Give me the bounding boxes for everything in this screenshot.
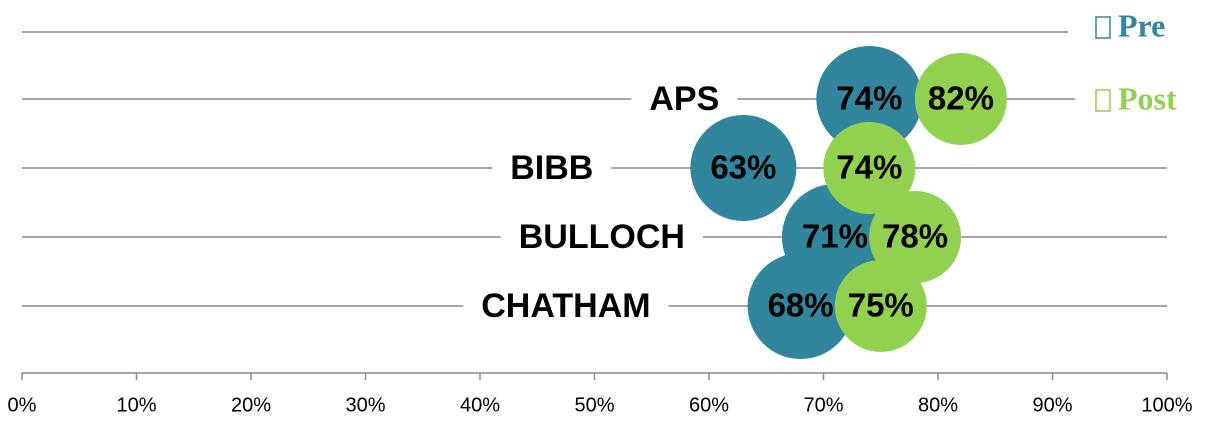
x-tick-label: 40%	[460, 394, 500, 416]
labels: APS BIBB BULLOCH CHATHAM	[463, 79, 738, 325]
category-label: CHATHAM	[481, 287, 650, 325]
x-tick-label: 80%	[918, 394, 958, 416]
label-background	[492, 148, 612, 187]
category-label: BULLOCH	[519, 218, 685, 256]
data-label: 74%	[836, 149, 902, 186]
x-tick-label: 20%	[231, 394, 271, 416]
category-label: BIBB	[510, 149, 593, 187]
x-tick-label: 70%	[803, 394, 843, 416]
bubbles	[690, 46, 1007, 359]
x-tick-label: 60%	[689, 394, 729, 416]
x-tick-label: 30%	[345, 394, 385, 416]
x-tick-label: 90%	[1032, 394, 1072, 416]
bubble	[834, 260, 927, 352]
bubble	[823, 122, 916, 214]
label-background	[500, 217, 703, 256]
label-background	[463, 286, 669, 325]
data-label: 82%	[928, 80, 994, 117]
bubble	[914, 53, 1007, 145]
legend-symbol	[1095, 16, 1111, 39]
grid	[22, 98, 1167, 307]
x-tick-label: 10%	[116, 394, 156, 416]
data-labels: 74% 63% 71% 68% 82% 74% 78% 75%	[710, 80, 994, 324]
legend-label: Post	[1118, 80, 1177, 116]
bubble	[816, 46, 923, 152]
bubble	[690, 115, 797, 221]
data-label: 68%	[768, 287, 834, 324]
data-label: 71%	[802, 218, 868, 255]
data-label: 63%	[710, 149, 776, 186]
label-background	[631, 79, 738, 118]
data-label: 74%	[836, 80, 902, 117]
category-label: APS	[649, 80, 719, 118]
data-label: 78%	[882, 218, 948, 255]
legend-symbol	[1095, 89, 1111, 112]
legend-label: Pre	[1118, 7, 1165, 43]
data-label: 75%	[848, 287, 914, 324]
x-tick-label: 100%	[1141, 394, 1192, 416]
x-tick-label: 50%	[574, 394, 614, 416]
bubble	[869, 191, 962, 283]
bubble	[747, 253, 854, 359]
x-tick-label: 0%	[8, 394, 37, 416]
